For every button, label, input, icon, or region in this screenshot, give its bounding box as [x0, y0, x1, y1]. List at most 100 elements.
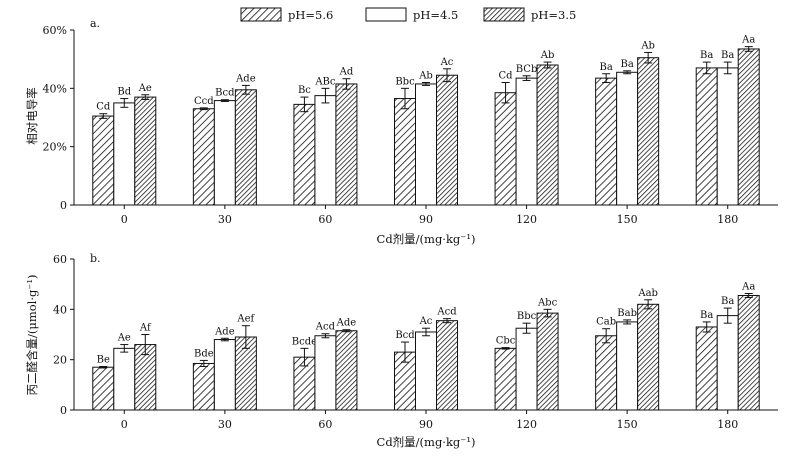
- panel-a-bar: [436, 74, 458, 206]
- panel-a-bar: [113, 102, 136, 206]
- panel-b-bar: [314, 335, 337, 411]
- panel-b-y-tick-label: 0: [60, 404, 67, 417]
- panel-b-significance-label: Bab: [617, 308, 637, 319]
- panel-b-significance-label: Bde: [194, 348, 214, 359]
- panel-a-significance-label: Ba: [700, 50, 713, 61]
- panel-b-x-tick-label: 0: [121, 418, 128, 431]
- panel-a-significance-label: Cd: [96, 102, 111, 113]
- panel-b-bar: [92, 366, 115, 411]
- panel-b-significance-label: Acd: [315, 322, 336, 333]
- panel-a-significance-label: Cd: [499, 71, 514, 82]
- panel-b-y-axis-title: 丙二醛含量/(μmol·g⁻¹): [25, 274, 39, 395]
- panel-b-bar: [335, 330, 358, 411]
- panel-a-x-tick-label: 180: [717, 213, 738, 226]
- panel-a-bar: [92, 115, 115, 206]
- panel-b-significance-label: Af: [139, 323, 152, 334]
- panel-a-x-tick-label: 120: [516, 213, 537, 226]
- panel-b-significance-label: Bbc: [517, 311, 537, 322]
- panel-a-significance-label: Bbc: [395, 76, 415, 87]
- panel-a-significance-label: Bcd: [215, 88, 235, 99]
- panel-a-y-axis-title: 相对电导率: [25, 87, 39, 145]
- panel-a-significance-label: BCb: [516, 64, 538, 75]
- panel-b-bar: [192, 362, 215, 411]
- panel-a-label: a.: [90, 17, 100, 30]
- panel-b-significance-label: Ade: [336, 318, 357, 329]
- panel-a-x-tick-label: 150: [617, 213, 638, 226]
- panel-b-significance-label: Ae: [117, 333, 131, 344]
- legend: pH=5.6 pH=4.5 pH=3.5: [240, 7, 576, 22]
- panel-b-significance-label: Bcde: [292, 336, 317, 347]
- panel-b-x-tick-label: 60: [318, 418, 332, 431]
- panel-a: a. 相对电导率 Cd剂量/(mg·kg⁻¹) 0 20% 40% 60% 0 Cd Bd A…: [25, 17, 778, 246]
- panel-a-bar: [335, 83, 358, 206]
- panel-a-bar: [637, 57, 660, 206]
- panel-b-bar: [213, 339, 236, 411]
- panel-a-significance-label: Ab: [540, 50, 555, 61]
- panel-a-y-tick-label: 60%: [43, 24, 67, 37]
- panel-a-bar: [213, 100, 236, 206]
- panel-a-significance-label: Ccd: [194, 96, 214, 107]
- panel-a-bar: [494, 92, 517, 206]
- legend-item-ph56: pH=5.6: [240, 7, 333, 22]
- panel-a-x-tick-label: 0: [121, 213, 128, 226]
- panel-a-x-tick-label: 30: [218, 213, 232, 226]
- legend-item-ph35: pH=3.5: [483, 7, 576, 22]
- panel-a-bar: [536, 64, 559, 206]
- panel-b-bar: [695, 326, 718, 411]
- panel-b-significance-label: Be: [97, 354, 110, 365]
- panel-a-significance-label: Bc: [298, 85, 311, 96]
- panel-a-y-tick-label: 20%: [43, 141, 67, 154]
- panel-a-significance-label: Ba: [620, 59, 633, 70]
- panel-b-significance-label: Ac: [419, 316, 433, 327]
- panel-b-label: b.: [90, 252, 101, 265]
- panel-b-y-tick-label: 40: [53, 303, 67, 316]
- panel-a-bar: [716, 67, 739, 206]
- panel-b-significance-label: Aa: [741, 281, 755, 292]
- panel-b-significance-label: Ba: [700, 310, 713, 321]
- panel-b-significance-label: Cab: [596, 317, 616, 328]
- panel-b-bar: [436, 320, 458, 411]
- legend-swatch-ph35: [483, 7, 525, 22]
- panel-a-bar: [415, 83, 437, 206]
- panel-b-bar: [595, 335, 618, 411]
- legend-swatch-ph45: [365, 7, 407, 22]
- panel-b-bar: [494, 347, 517, 411]
- panel-b-bar: [536, 312, 559, 411]
- panel-a-bar: [515, 77, 538, 206]
- legend-label-ph56: pH=5.6: [288, 8, 333, 22]
- panel-a-significance-label: Aa: [741, 35, 755, 46]
- panel-a-significance-label: Ade: [235, 73, 256, 84]
- panel-b-y-tick-label: 20: [53, 354, 67, 367]
- panel-b-bar: [737, 294, 760, 411]
- legend-item-ph45: pH=4.5: [365, 7, 458, 22]
- panel-b-significance-label: Acd: [436, 307, 457, 318]
- legend-swatch-ph56: [240, 7, 282, 22]
- panel-b-significance-label: Ba: [721, 296, 734, 307]
- panel-a-x-tick-label: 90: [419, 213, 433, 226]
- panel-b: b. 丙二醛含量/(μmol·g⁻¹) Cd剂量/(mg·kg⁻¹) 0 20 40…: [25, 252, 778, 449]
- panel-b-x-tick-label: 30: [218, 418, 232, 431]
- panel-a-significance-label: Ae: [138, 83, 152, 94]
- panel-b-bar: [415, 331, 437, 411]
- panel-a-significance-label: Ab: [640, 40, 655, 51]
- panel-b-significance-label: Ade: [214, 326, 235, 337]
- panel-b-bar: [716, 315, 739, 411]
- panel-b-significance-label: Abc: [537, 297, 558, 308]
- panel-a-y-tick-label: 0: [60, 199, 67, 212]
- panel-a-bar: [234, 89, 257, 206]
- panel-a-significance-label: Ac: [440, 57, 454, 68]
- panel-a-y-tick-label: 40%: [43, 82, 67, 95]
- panel-a-bar: [192, 108, 215, 206]
- legend-label-ph35: pH=3.5: [531, 8, 576, 22]
- panel-b-bar: [113, 347, 136, 411]
- panel-b-x-tick-label: 120: [516, 418, 537, 431]
- panel-a-bar: [595, 77, 618, 206]
- panel-a-significance-label: Ba: [599, 62, 612, 73]
- panel-b-x-tick-label: 150: [617, 418, 638, 431]
- panel-a-significance-label: Ba: [721, 50, 734, 61]
- panel-b-significance-label: Bcd: [395, 330, 415, 341]
- panel-b-x-tick-label: 90: [419, 418, 433, 431]
- panel-a-significance-label: Bd: [117, 87, 131, 98]
- panel-a-significance-label: Ad: [339, 67, 354, 78]
